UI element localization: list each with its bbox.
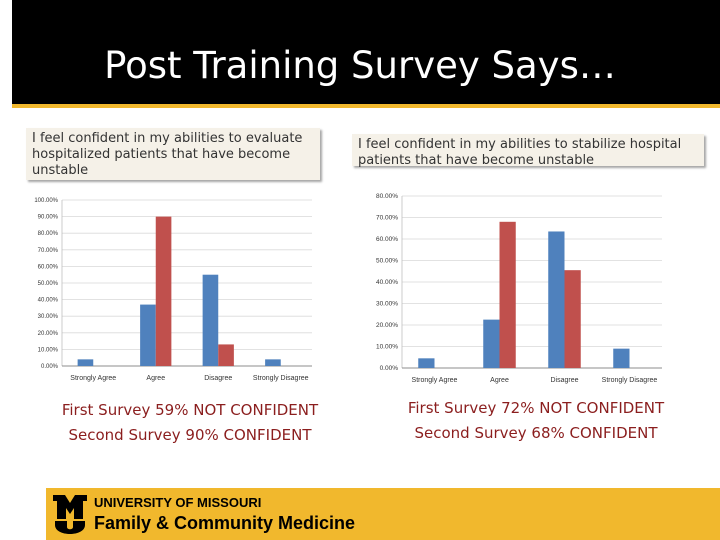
summary-left-second: Second Survey 90% CONFIDENT [68, 426, 312, 444]
bar-first-survey [613, 348, 630, 368]
title-bar [12, 0, 720, 108]
y-tick-label: 0.00% [380, 365, 399, 372]
x-category-label: Disagree [204, 375, 232, 382]
bar-second-survey [564, 270, 581, 368]
y-tick-label: 10.00% [376, 344, 398, 351]
x-category-label: Strongly Agree [70, 375, 116, 382]
summary-right: First Survey 72% NOT CONFIDENT Second Su… [366, 396, 706, 446]
y-tick-label: 30.00% [376, 301, 398, 308]
y-tick-label: 40.00% [38, 298, 59, 304]
y-tick-label: 90.00% [38, 215, 59, 221]
summary-left: First Survey 59% NOT CONFIDENT Second Su… [20, 398, 360, 448]
y-tick-label: 40.00% [376, 279, 398, 286]
y-tick-label: 20.00% [376, 322, 398, 329]
summary-right-second: Second Survey 68% CONFIDENT [414, 424, 658, 442]
y-tick-label: 60.00% [376, 236, 398, 243]
x-category-label: Strongly Disagree [253, 375, 309, 382]
bar-first-survey [548, 231, 565, 368]
bar-first-survey [265, 359, 281, 366]
y-tick-label: 30.00% [38, 314, 59, 320]
chart-left: 0.00% 10.00% 20.00% 30.00% 40.00% 50.00% 60.00… [34, 198, 312, 382]
bar-first-survey [483, 319, 500, 368]
y-tick-label: 50.00% [38, 281, 59, 287]
x-category-label: Strongly Disagree [602, 377, 658, 384]
university-name: UNIVERSITY OF MISSOURI [94, 495, 262, 510]
y-tick-label: 50.00% [376, 258, 398, 265]
bar-first-survey [140, 304, 156, 366]
x-category-label: Agree [490, 377, 509, 384]
x-category-label: Agree [146, 375, 165, 382]
question-left: I feel confident in my abilities to eval… [26, 128, 320, 180]
y-tick-label: 10.00% [38, 347, 59, 353]
summary-left-first: First Survey 59% NOT CONFIDENT [61, 401, 319, 419]
summary-right-first: First Survey 72% NOT CONFIDENT [407, 399, 665, 417]
y-tick-label: 100.00% [34, 198, 58, 204]
bar-first-survey [418, 358, 435, 368]
y-tick-label: 0.00% [41, 364, 59, 370]
bar-second-survey [155, 216, 172, 366]
bar-first-survey [202, 274, 219, 366]
y-tick-label: 70.00% [376, 215, 398, 222]
y-tick-label: 80.00% [38, 231, 59, 237]
slide-title: Post Training Survey Says… [104, 44, 616, 87]
question-right: I feel confident in my abilities to stab… [352, 134, 704, 168]
y-tick-label: 60.00% [38, 264, 59, 270]
bar-second-survey [499, 221, 516, 368]
department-name: Family & Community Medicine [94, 513, 356, 533]
bar-first-survey [77, 359, 94, 366]
y-tick-label: 20.00% [38, 331, 59, 337]
chart-right: 0.00% 10.00% 20.00% 30.00% 40.00% 50.00% 60.00… [376, 193, 662, 384]
x-category-label: Disagree [550, 377, 578, 384]
x-category-label: Strongly Agree [412, 377, 458, 384]
footer-bar [46, 488, 720, 540]
y-tick-label: 80.00% [376, 193, 398, 200]
mizzou-logo-icon [53, 495, 87, 534]
bar-second-survey [218, 344, 234, 366]
y-tick-label: 70.00% [38, 248, 59, 254]
